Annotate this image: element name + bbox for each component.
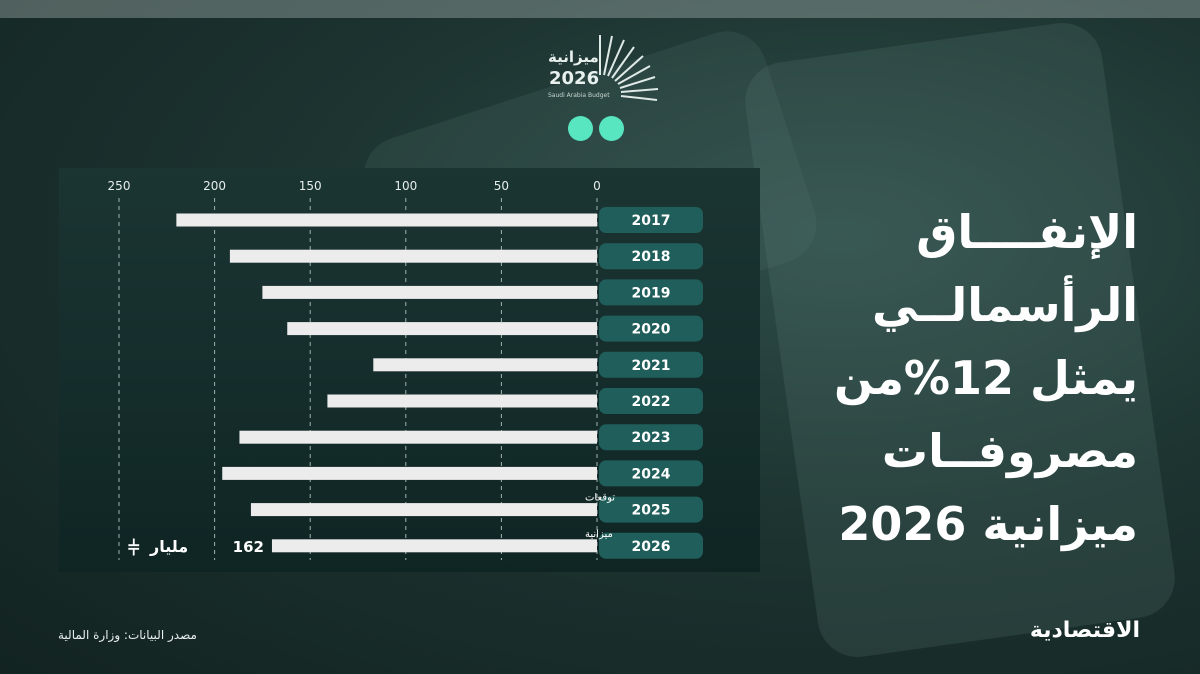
riyal-symbol-icon: ⫩ xyxy=(128,536,140,560)
logo-subtitle: Saudi Arabia Budget xyxy=(548,92,610,99)
year-label: 2017 xyxy=(632,213,671,229)
year-badge xyxy=(599,460,703,487)
bar xyxy=(229,249,597,263)
year-label: 2024 xyxy=(632,466,671,482)
top-band xyxy=(0,0,1200,18)
year-badge xyxy=(599,279,703,306)
bar xyxy=(239,430,597,444)
year-label: 2025 xyxy=(632,503,671,519)
x-tick-label: 100 xyxy=(394,179,417,193)
x-tick-label: 0 xyxy=(593,179,601,193)
bar xyxy=(373,358,597,372)
x-tick-label: 150 xyxy=(299,179,322,193)
year-badge xyxy=(599,351,703,378)
year-label: 2018 xyxy=(632,249,671,265)
bar-annotation: ميزانية xyxy=(585,529,613,540)
dot-icon xyxy=(568,116,593,141)
bar-annotation: توقعات xyxy=(585,493,615,504)
x-tick-label: 50 xyxy=(494,179,509,193)
year-label: 2022 xyxy=(632,394,671,410)
headline-line-5: ميزانية 2026 xyxy=(838,497,1138,551)
headline-line-3: يمثل 12%من xyxy=(834,351,1138,405)
headline-line-1: الإنفــــاق xyxy=(916,205,1138,259)
bar xyxy=(287,322,597,336)
brand-logo: الاقتصادية xyxy=(1029,618,1140,643)
source-note: مصدر البيانات: وزارة المالية xyxy=(58,628,197,642)
year-label: 2026 xyxy=(632,539,671,555)
headline-line-4: مصروفــات xyxy=(881,424,1138,478)
decor-dots xyxy=(568,116,630,145)
bar xyxy=(262,285,597,299)
budget-logo-icon xyxy=(599,35,659,101)
headline: الإنفــــاق الرأسمالــي يمثل 12%من مصروف… xyxy=(718,196,1138,561)
logo-year: 2026 xyxy=(549,68,600,89)
unit-label: مليار xyxy=(150,537,189,556)
headline-line-2: الرأسمالــي xyxy=(871,278,1138,332)
year-badge xyxy=(599,424,703,451)
bar xyxy=(250,503,598,517)
year-label: 2021 xyxy=(632,358,671,374)
x-tick-label: 250 xyxy=(108,179,131,193)
year-label: 2020 xyxy=(632,322,671,338)
year-badge xyxy=(599,243,703,270)
data-label: 162 xyxy=(233,538,264,556)
year-badge xyxy=(599,315,703,342)
year-badge xyxy=(599,532,703,559)
year-badge xyxy=(599,496,703,523)
bar xyxy=(271,539,597,553)
bar xyxy=(222,466,598,480)
year-badge xyxy=(599,207,703,233)
bar xyxy=(176,213,598,227)
dot-icon xyxy=(599,116,624,141)
year-label: 2019 xyxy=(632,285,671,301)
year-label: 2023 xyxy=(632,430,671,446)
logo-name: ميزانية xyxy=(548,48,599,66)
x-tick-label: 200 xyxy=(203,179,226,193)
year-badge xyxy=(599,388,703,414)
bar xyxy=(327,394,597,408)
